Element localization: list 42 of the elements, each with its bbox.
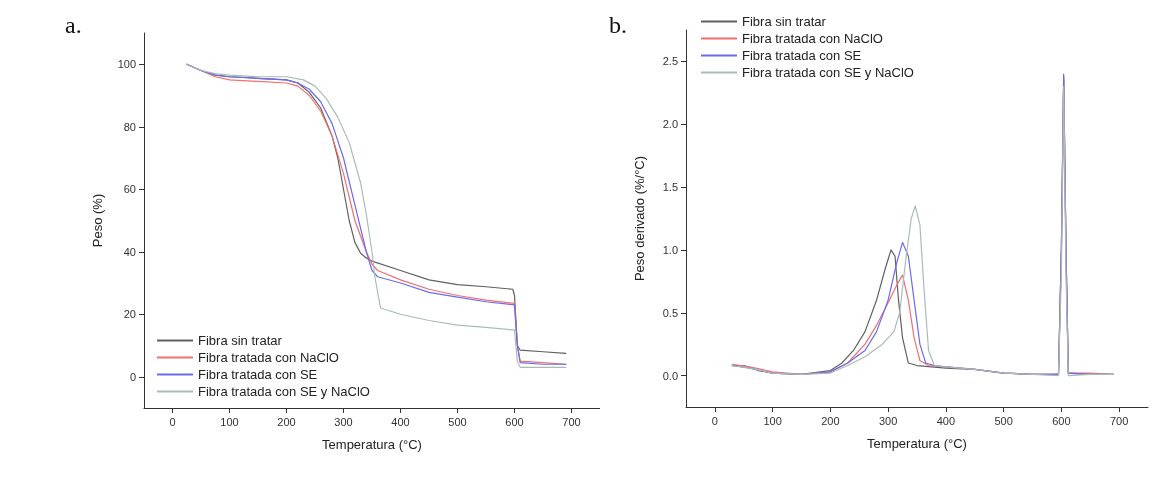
y-tick-label: 0.0 (662, 369, 678, 382)
y-tick-label: 20 (123, 308, 136, 321)
y-tick-label: 60 (123, 183, 136, 196)
y-tick-label: 1.0 (662, 243, 678, 256)
x-tick-label: 700 (562, 415, 581, 428)
y-tick-label: 2.0 (662, 118, 678, 131)
legend-label: Fibra sin tratar (198, 333, 283, 348)
y-tick-label: 0 (129, 370, 136, 383)
x-tick-label: 600 (505, 415, 524, 428)
y-tick-label: 80 (123, 120, 136, 133)
legend-label: Fibra tratada con NaClO (742, 31, 883, 46)
x-axis-title: Temperatura (°C) (322, 437, 422, 452)
chart-title: b. (609, 12, 627, 38)
x-tick-label: 200 (277, 415, 296, 428)
x-tick-label: 600 (1052, 414, 1071, 427)
y-tick-label: 40 (123, 245, 136, 258)
y-axis-title: Peso (%) (90, 193, 105, 248)
legend-label: Fibra tratada con SE y NaClO (742, 65, 914, 80)
x-tick-label: 300 (334, 415, 353, 428)
legend-label: Fibra sin tratar (742, 14, 827, 29)
legend-label: Fibra tratada con SE (742, 48, 862, 63)
x-tick-label: 400 (936, 414, 956, 427)
legend-label: Fibra tratada con SE (198, 367, 318, 382)
x-tick-label: 500 (448, 415, 467, 428)
x-tick-label: 500 (994, 414, 1013, 427)
y-tick-label: 0.5 (662, 306, 678, 319)
y-tick-label: 1.5 (662, 181, 678, 194)
legend-label: Fibra tratada con NaClO (198, 350, 339, 365)
x-tick-label: 100 (763, 414, 782, 427)
x-tick-label: 300 (878, 414, 898, 427)
chart-title: a. (65, 12, 82, 38)
x-tick-label: 0 (711, 414, 718, 427)
y-tick-label: 2.5 (662, 55, 678, 68)
x-tick-label: 400 (391, 415, 410, 428)
x-tick-label: 700 (1109, 414, 1129, 427)
x-tick-label: 200 (821, 414, 840, 427)
y-axis-title: Peso derivado (%/°C) (632, 155, 647, 282)
legend-label: Fibra tratada con SE y NaClO (198, 384, 370, 399)
x-tick-label: 100 (220, 415, 239, 428)
x-tick-label: 0 (169, 415, 176, 428)
x-axis-title: Temperatura (°C) (867, 436, 967, 451)
y-tick-label: 100 (117, 58, 136, 71)
